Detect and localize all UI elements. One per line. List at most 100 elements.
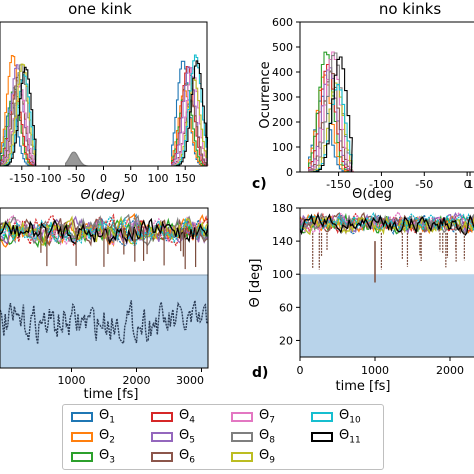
histogram-bars	[308, 51, 355, 173]
legend-label: Θ6	[179, 448, 195, 466]
legend-label: Θ2	[99, 428, 115, 446]
legend-swatch	[311, 432, 333, 442]
x-tick-label: 50	[124, 172, 138, 185]
panel-one-kink: one kink -150 -100 -50 0 50 100 150 Θ(deg)	[0, 0, 209, 203]
histogram-series-Θ4	[308, 63, 355, 173]
legend-label: Θ8	[259, 428, 275, 446]
legend-item: Θ6	[151, 448, 195, 466]
trace-Θ9	[299, 215, 474, 236]
y-tick-label: 600	[272, 16, 293, 29]
trace-Θ11	[299, 212, 474, 236]
legend-swatch	[71, 452, 93, 462]
legend-item: Θ5	[151, 428, 195, 446]
x-axis: 1000 2000 3000	[58, 368, 204, 387]
x-axis-label: time [fs]	[84, 387, 139, 402]
x-tick-label: 150	[175, 172, 196, 185]
legend-swatch	[71, 432, 93, 442]
x-tick-label: 3000	[176, 374, 204, 387]
y-tick-label: 0	[286, 166, 293, 179]
y-tick-label: 500	[272, 41, 293, 54]
histogram-series-Θ8	[65, 151, 94, 167]
panel-time-one-kink: 1000 2000 3000 time [fs]	[0, 207, 209, 402]
y-tick-label: 140	[272, 235, 293, 248]
x-axis-label: time [fs]	[336, 379, 391, 394]
histogram-series-Θ3	[308, 51, 353, 173]
legend-swatch	[71, 412, 93, 422]
x-axis-label: Θ(deg	[352, 187, 392, 202]
legend-item: Θ8	[231, 428, 275, 446]
legend-label: Θ9	[259, 448, 275, 466]
x-axis: -150 -100 -50 0 50 100 150	[9, 166, 196, 185]
legend-item: Θ7	[231, 408, 275, 426]
x-tick-label: 100	[147, 172, 168, 185]
legend-label: Θ10	[339, 408, 361, 426]
y-tick-label: 100	[272, 141, 293, 154]
legend-label: Θ4	[179, 408, 195, 426]
x-axis-label: Θ(deg)	[81, 188, 126, 203]
legend-swatch	[231, 412, 253, 422]
legend-item: Θ1	[71, 408, 115, 426]
x-tick-label: -100	[37, 172, 62, 185]
x-tick-label: 1000	[361, 364, 389, 377]
histogram-series-Θ6	[308, 70, 354, 173]
legend-label: Θ11	[339, 428, 361, 446]
y-tick-label: 100	[272, 268, 293, 281]
histogram-series-Θ9	[0, 63, 37, 167]
trace-Θ10	[0, 216, 209, 247]
panel-time-no-kinks: 20 60 100 140 180 0 1000 2000 Θ [deg] d) time […	[248, 202, 474, 394]
histogram-bars	[0, 54, 209, 167]
histogram-series-Θ8	[0, 63, 37, 167]
y-tick-label: 400	[272, 66, 293, 79]
histogram-series-Θ5	[171, 66, 209, 167]
legend-swatch	[231, 432, 253, 442]
y-tick-label: 180	[272, 202, 293, 215]
legend-swatch	[151, 452, 173, 462]
panel-no-kinks: no kinks Ocurrence -150 -100 -50 0101002003…	[252, 0, 474, 202]
y-axis-label: Θ [deg]	[248, 258, 263, 307]
histogram-series-Θ11	[308, 56, 353, 173]
legend-item: Θ9	[231, 448, 275, 466]
x-tick-label: -150	[9, 172, 34, 185]
histogram-series-Θ7	[171, 66, 209, 167]
legend-swatch	[231, 452, 253, 462]
time-series-lines	[0, 212, 209, 345]
legend-item: Θ10	[311, 408, 361, 426]
legend: Θ1 Θ2 Θ3 Θ4 Θ5 Θ6 Θ7 Θ8 Θ9 Θ10 Θ11	[62, 404, 384, 470]
histogram-series-Θ4	[171, 65, 209, 167]
legend-item: Θ3	[71, 448, 115, 466]
plot-frame	[299, 207, 474, 358]
y-tick-label: 60	[279, 301, 293, 314]
x-tick-label: 2000	[436, 364, 464, 377]
x-tick-label: 0	[100, 172, 107, 185]
y-tick-label: 300	[272, 91, 293, 104]
x-tick-label: 0	[297, 364, 304, 377]
plot-frame	[0, 207, 209, 369]
y-tick-label: 20	[279, 334, 293, 347]
shaded-region	[300, 274, 474, 357]
trace-Θ10	[299, 212, 474, 234]
y-tick-label: 200	[272, 116, 293, 129]
title-one-kink: one kink	[68, 0, 132, 18]
histogram-series-Θ5	[308, 67, 354, 173]
x-tick-label: 1000	[58, 374, 86, 387]
axes: 20 60 100 140 180 0 1000 2000	[272, 202, 464, 377]
legend-item: Θ11	[311, 428, 361, 446]
x-tick-label: 1	[467, 178, 474, 191]
legend-label: Θ1	[99, 408, 115, 426]
legend-label: Θ5	[179, 428, 195, 446]
histogram-series-Θ11	[0, 66, 37, 167]
legend-swatch	[151, 412, 173, 422]
x-tick-label: 0	[464, 178, 471, 191]
histogram-series-Θ11	[171, 60, 209, 167]
legend-label: Θ3	[99, 448, 115, 466]
histogram-series-Θ5	[0, 64, 37, 167]
legend-swatch	[311, 412, 333, 422]
legend-item: Θ2	[71, 428, 115, 446]
x-tick-label: -50	[67, 172, 85, 185]
x-tick-label: -100	[369, 178, 394, 191]
histogram-series-Θ3	[0, 87, 37, 167]
histogram-series-Θ7	[308, 51, 353, 173]
title-no-kinks: no kinks	[379, 0, 441, 18]
